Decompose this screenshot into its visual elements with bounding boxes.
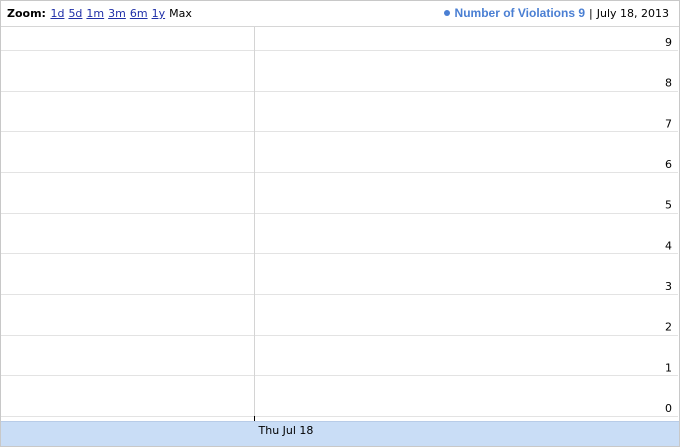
time-navigator-bar[interactable]: Thu Jul 18 (1, 421, 679, 446)
zoom-1y-link[interactable]: 1y (151, 7, 166, 20)
y-tick-label-3: 3 (665, 280, 672, 293)
y-tick-label-7: 7 (665, 117, 672, 130)
y-tick-label-1: 1 (665, 361, 672, 374)
zoom-3m-link[interactable]: 3m (108, 7, 126, 20)
y-tick-label-4: 4 (665, 239, 672, 252)
x-tick-label-thu-jul-18: Thu Jul 18 (258, 424, 314, 437)
zoom-controls: Zoom: 1d 5d 1m 3m 6m 1y Max (7, 1, 192, 26)
series-marker-icon (443, 10, 450, 16)
y-tick-label-2: 2 (665, 321, 672, 334)
y-tick-label-6: 6 (665, 158, 672, 171)
zoom-5d-link[interactable]: 5d (68, 7, 83, 20)
zoom-1m-link[interactable]: 1m (86, 7, 105, 20)
legend-series-value: Number of Violations 9 (454, 6, 586, 20)
legend: Number of Violations 9 | July 18, 2013 (443, 1, 669, 26)
zoom-6m-link[interactable]: 6m (129, 7, 148, 20)
y-tick-label-0: 0 (665, 402, 672, 415)
y-tick-label-5: 5 (665, 199, 672, 212)
zoom-label: Zoom: (7, 7, 46, 20)
gridlines (1, 50, 678, 417)
y-axis-ticks: 0 1 2 3 4 5 6 7 8 9 (665, 36, 672, 415)
legend-date: July 18, 2013 (596, 7, 669, 20)
y-tick-label-9: 9 (665, 36, 672, 49)
y-tick-label-8: 8 (665, 77, 672, 90)
legend-separator: | (589, 7, 593, 20)
chart-toolbar: Zoom: 1d 5d 1m 3m 6m 1y Max Number of Violatio… (1, 1, 679, 27)
zoom-max-current: Max (169, 7, 192, 20)
zoom-1d-link[interactable]: 1d (50, 7, 65, 20)
